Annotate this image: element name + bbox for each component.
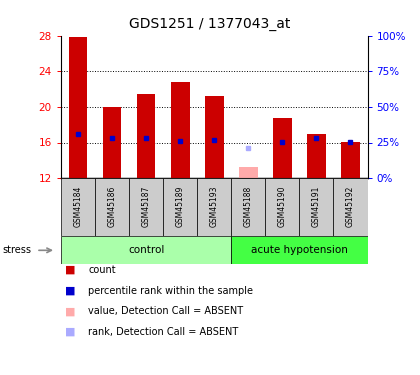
Text: stress: stress	[2, 245, 31, 255]
Bar	[68, 38, 87, 178]
Text: GSM45188: GSM45188	[244, 185, 253, 226]
Bar	[129, 178, 163, 236]
Bar	[307, 134, 326, 178]
Bar	[61, 178, 95, 236]
Bar	[231, 178, 265, 236]
Text: ■: ■	[65, 265, 76, 275]
Bar	[273, 118, 292, 178]
Bar	[265, 178, 299, 236]
Text: control: control	[128, 245, 164, 255]
Text: ■: ■	[65, 286, 76, 296]
Bar	[341, 142, 360, 178]
Bar	[163, 178, 197, 236]
Text: ■: ■	[65, 327, 76, 337]
Text: GSM45189: GSM45189	[176, 185, 185, 227]
Text: GSM45191: GSM45191	[312, 185, 321, 227]
Text: GSM45190: GSM45190	[278, 185, 287, 227]
Text: GDS1251 / 1377043_at: GDS1251 / 1377043_at	[129, 17, 291, 31]
Text: value, Detection Call = ABSENT: value, Detection Call = ABSENT	[88, 306, 243, 316]
Bar	[333, 178, 368, 236]
Bar	[102, 107, 121, 178]
Bar	[205, 96, 223, 178]
Text: GSM45184: GSM45184	[74, 185, 82, 227]
Text: GSM45193: GSM45193	[210, 185, 219, 227]
Bar	[95, 178, 129, 236]
Text: ■: ■	[65, 306, 76, 316]
Text: rank, Detection Call = ABSENT: rank, Detection Call = ABSENT	[88, 327, 239, 337]
Text: acute hypotension: acute hypotension	[251, 245, 348, 255]
Text: percentile rank within the sample: percentile rank within the sample	[88, 286, 253, 296]
Bar	[197, 178, 231, 236]
Bar	[136, 93, 155, 178]
Text: GSM45186: GSM45186	[108, 185, 116, 227]
Bar	[239, 167, 257, 178]
Bar	[171, 82, 189, 178]
Text: GSM45187: GSM45187	[142, 185, 150, 227]
Bar	[231, 236, 368, 264]
Bar	[299, 178, 333, 236]
Text: count: count	[88, 265, 116, 275]
Text: GSM45192: GSM45192	[346, 185, 355, 227]
Bar	[61, 236, 231, 264]
